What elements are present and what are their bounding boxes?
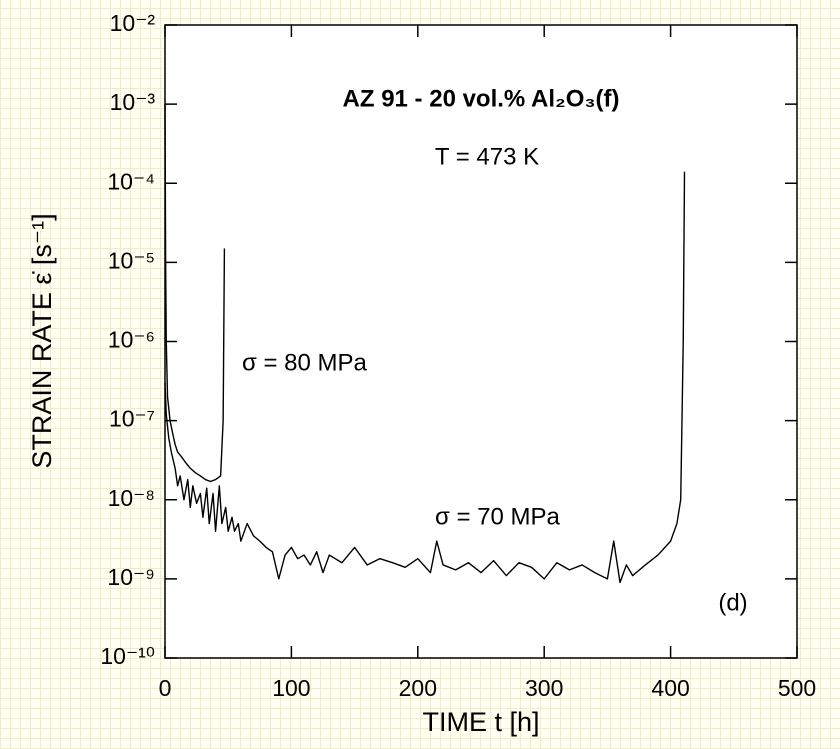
y-tick-label: 10⁻³ [110, 89, 156, 115]
x-tick-label: 100 [272, 675, 310, 701]
y-tick-label: 10⁻⁹ [107, 564, 155, 590]
data-line [164, 104, 226, 483]
series-label: σ = 80 MPa [242, 349, 368, 376]
y-tick-label: 10⁻⁸ [108, 485, 155, 511]
x-tick-label: 300 [525, 675, 563, 701]
x-tick-label: 400 [651, 675, 689, 701]
data-line [164, 171, 686, 584]
y-axis-label: STRAIN RATE ε̇ [s⁻¹] [27, 213, 57, 468]
y-tick-label: 10⁻⁵ [108, 247, 155, 273]
subtitle: T = 473 K [435, 143, 539, 170]
chart-title: AZ 91 - 20 vol.% Al₂O₃(f) [343, 85, 620, 112]
x-tick-label: 200 [399, 675, 437, 701]
x-axis-label: TIME t [h] [422, 707, 539, 737]
y-tick-label: 10⁻⁴ [107, 168, 155, 194]
y-tick-label: 10⁻¹⁰ [100, 643, 155, 669]
series-label: σ = 70 MPa [435, 503, 561, 530]
plot-area [165, 25, 797, 658]
y-tick-label: 10⁻² [110, 10, 156, 36]
plot-frame [164, 24, 798, 659]
y-tick-label: 10⁻⁷ [109, 406, 155, 432]
x-tick-label: 0 [159, 675, 172, 701]
panel-label: (d) [718, 589, 747, 616]
y-tick-label: 10⁻⁶ [108, 327, 155, 353]
x-tick-label: 500 [778, 675, 816, 701]
